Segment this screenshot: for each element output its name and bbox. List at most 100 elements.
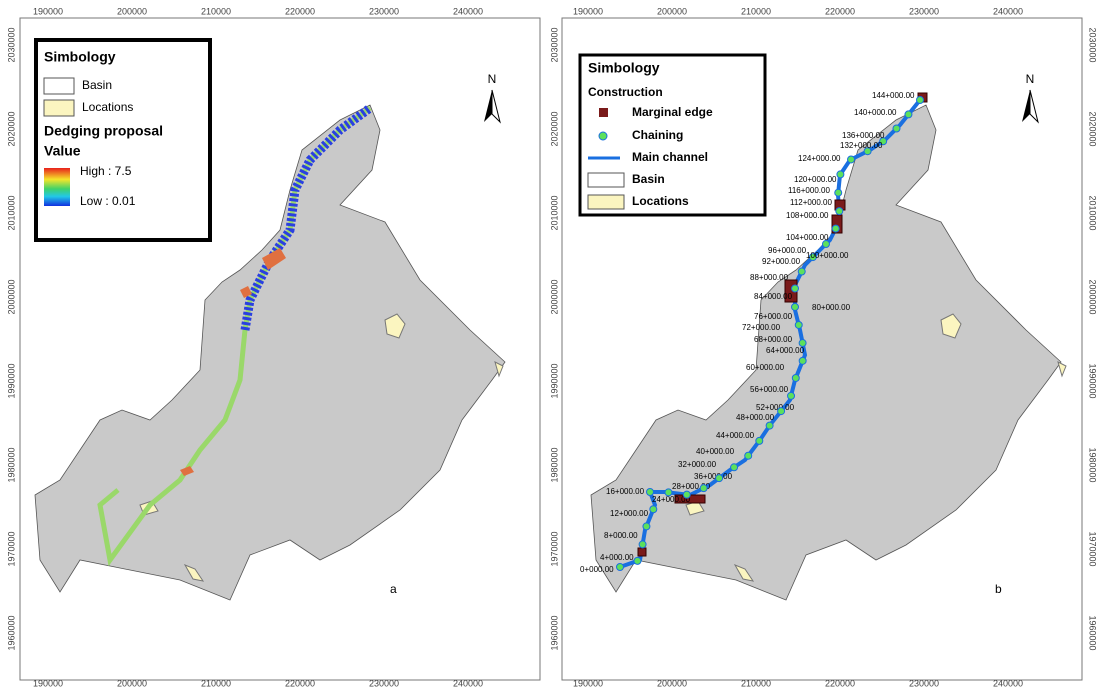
y-coord-label: 1970000	[1088, 531, 1098, 566]
legend-ramp-subtitle: Value	[44, 143, 81, 159]
x-coord-label: 200000	[657, 678, 687, 688]
y-coord-label: 2010000	[549, 195, 559, 230]
y-coord-label: 2030000	[549, 27, 559, 62]
y-coord-label: 1990000	[549, 363, 559, 398]
x-coord-label: 210000	[201, 678, 231, 688]
chainage-label: 32+000.00	[678, 460, 717, 469]
chaining-point	[744, 451, 753, 460]
x-coord-label: 220000	[825, 678, 855, 688]
x-coord-label: 190000	[573, 678, 603, 688]
north-label: N	[1026, 72, 1035, 86]
chainage-label: 68+000.00	[754, 335, 793, 344]
chaining-point	[646, 488, 655, 497]
x-coord-label: 230000	[369, 6, 399, 16]
chaining-point	[904, 110, 913, 119]
chainage-label: 144+000.00	[872, 91, 915, 100]
chainage-label: 92+000.00	[762, 257, 801, 266]
chaining-point	[808, 253, 817, 262]
legend-a: Simbology Basin Locations Dedging propos…	[34, 38, 212, 242]
x-coord-label: 190000	[33, 678, 63, 688]
x-coord-label: 210000	[201, 6, 231, 16]
chainage-label: 76+000.00	[754, 312, 793, 321]
y-coord-label: 1970000	[6, 531, 16, 566]
main-channel	[619, 98, 922, 569]
y-coord-label: 2000000	[549, 279, 559, 314]
chaining-point	[777, 407, 786, 416]
chaining-point	[821, 240, 830, 249]
x-coord-label: 230000	[909, 678, 939, 688]
x-coord-label: 200000	[657, 6, 687, 16]
y-coord-label: 1980000	[549, 447, 559, 482]
chainage-label: 120+000.00	[794, 175, 837, 184]
chaining-point	[798, 339, 807, 348]
chainage-label: 52+000.00	[756, 403, 795, 412]
chaining-point	[642, 522, 651, 531]
legend-item: Locations	[632, 194, 689, 208]
chainage-label: 48+000.00	[736, 413, 775, 422]
chainage-label: 108+000.00	[786, 211, 829, 220]
chainage-label: 0+000.00	[580, 565, 614, 574]
x-coord-label: 240000	[993, 6, 1023, 16]
legend-low: Low : 0.01	[80, 194, 136, 208]
y-coord-label: 1990000	[1088, 363, 1098, 398]
chaining-point	[715, 474, 724, 483]
y-coord-label: 1960000	[549, 615, 559, 650]
x-coord-label: 240000	[453, 678, 483, 688]
chainage-label: 96+000.00	[768, 246, 807, 255]
y-coord-label: 1990000	[6, 363, 16, 398]
chaining-point	[798, 356, 807, 365]
chaining-point	[699, 484, 708, 493]
legend-item: Locations	[82, 100, 133, 114]
chaining-point	[863, 147, 872, 156]
legend-group: Construction	[588, 85, 663, 99]
y-coord-label: 2000000	[6, 279, 16, 314]
chainage-label: 116+000.00	[788, 186, 830, 195]
y-coord-label: 1980000	[1088, 447, 1098, 482]
legend-item: Chaining	[632, 128, 683, 142]
chaining-point	[787, 391, 796, 400]
y-coord-label: 2030000	[6, 27, 16, 62]
legend-item: Basin	[82, 78, 112, 92]
chainage-label: 56+000.00	[750, 385, 789, 394]
x-coord-label: 190000	[33, 6, 63, 16]
chainage-label: 104+000.00	[786, 233, 829, 242]
chainage-label: 84+000.00	[754, 292, 793, 301]
dredging-river	[97, 105, 372, 567]
chainage-label: 124+000.00	[798, 154, 841, 163]
panel-label: b	[995, 582, 1002, 596]
y-coord-label: 1960000	[6, 615, 16, 650]
chaining-point	[616, 563, 624, 571]
chaining-point	[633, 556, 642, 565]
chaining-point	[892, 124, 901, 133]
legend-item: Main channel	[632, 150, 708, 164]
y-coord-label: 2000000	[1088, 279, 1098, 314]
chaining-point	[730, 463, 739, 472]
panel-label: a	[390, 582, 397, 596]
chainage-label: 4+000.00	[600, 553, 634, 562]
x-coord-label: 220000	[825, 6, 855, 16]
chainage-label: 60+000.00	[746, 363, 785, 372]
y-coord-label: 1960000	[1088, 615, 1098, 650]
locations-a	[139, 313, 504, 582]
chaining-point	[791, 374, 800, 383]
chaining-point	[834, 188, 843, 197]
chaining-point	[682, 490, 691, 499]
x-coord-label: 220000	[285, 6, 315, 16]
chainage-label: 36+000.00	[694, 472, 733, 481]
chainage-label: 44+000.00	[716, 431, 755, 440]
x-coord-label: 210000	[741, 6, 771, 16]
chaining-point	[765, 421, 774, 430]
chainage-label: 12+000.00	[610, 509, 649, 518]
chaining-point	[879, 137, 888, 146]
chainage-label: 28+000.00	[672, 482, 711, 491]
chaining-point	[664, 488, 673, 497]
north-a: N	[484, 72, 501, 124]
legend-b: Simbology Construction Marginal edge Cha…	[578, 53, 767, 217]
x-coord-label: 190000	[573, 6, 603, 16]
chaining-point	[649, 505, 658, 514]
y-coord-label: 2020000	[6, 111, 16, 146]
x-coord-label: 200000	[117, 6, 147, 16]
chaining-point	[794, 320, 803, 329]
legend-ramp-title: Dedging proposal	[44, 123, 163, 139]
